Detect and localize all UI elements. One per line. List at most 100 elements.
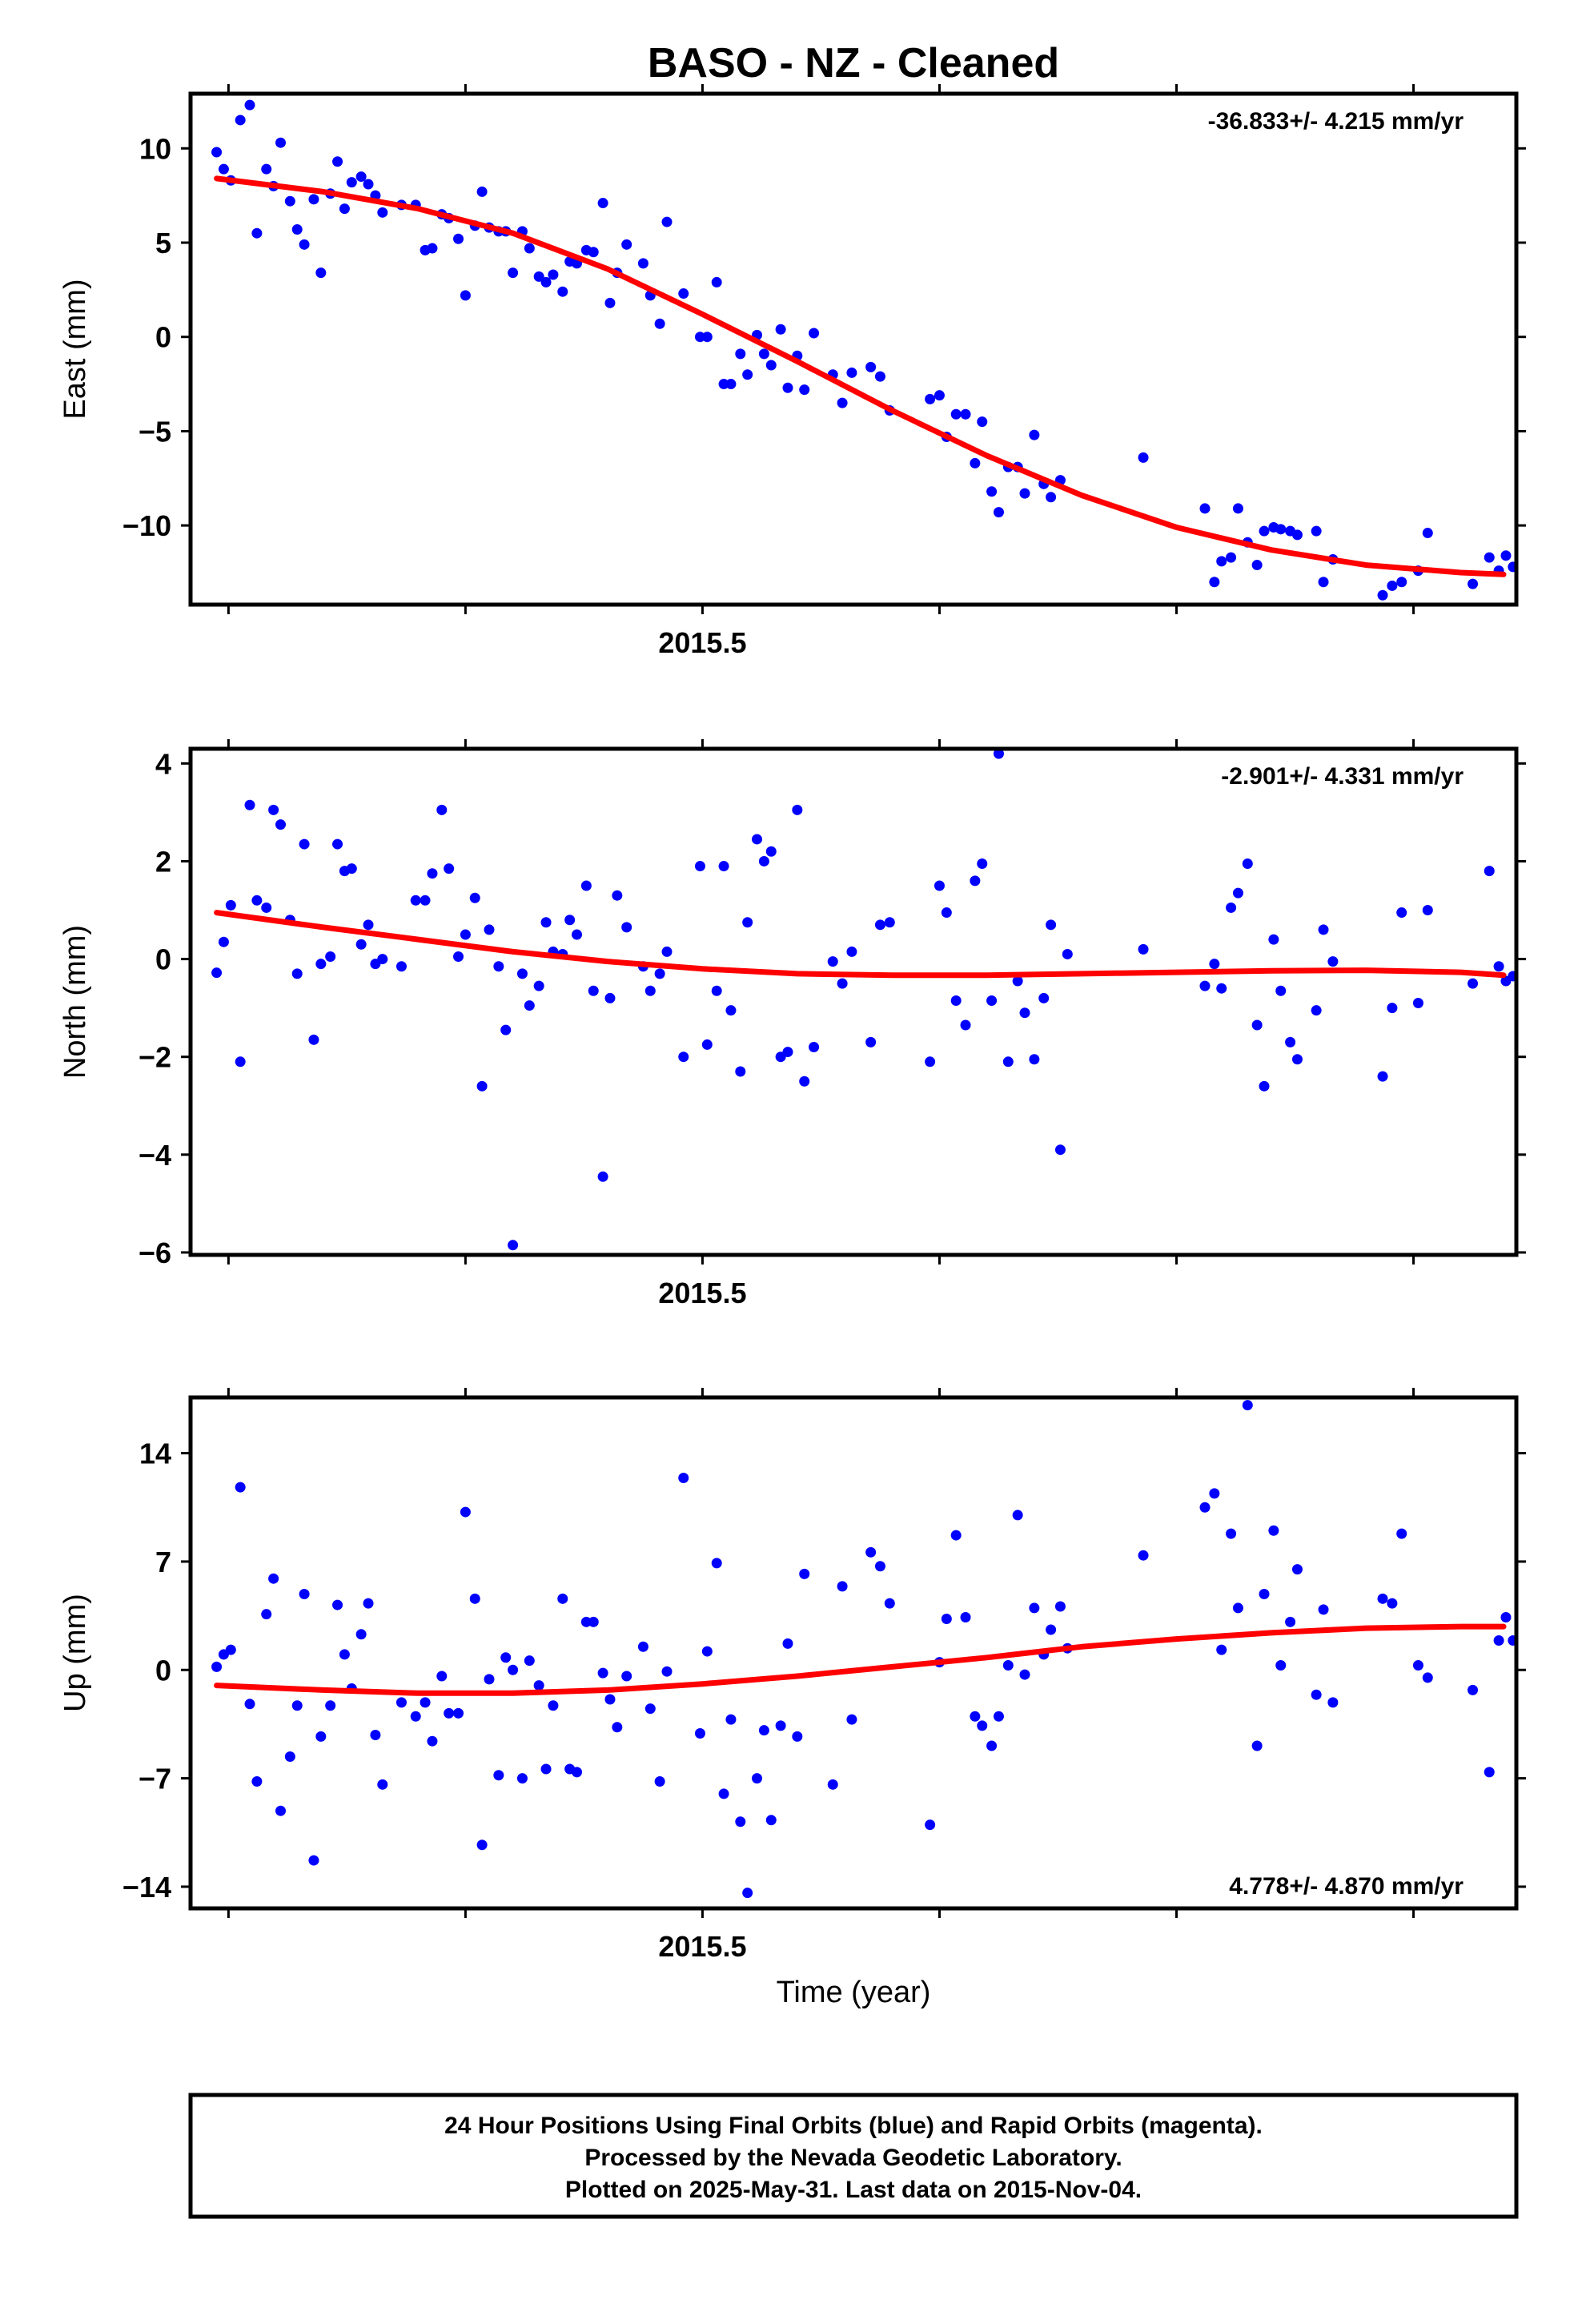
up-data-point xyxy=(460,1506,471,1518)
north-data-point xyxy=(644,985,656,996)
north-data-point xyxy=(377,954,388,965)
north-data-point xyxy=(1216,983,1227,994)
up-data-point xyxy=(444,1707,455,1719)
east-data-point xyxy=(540,276,552,287)
north-data-point xyxy=(604,992,616,1003)
north-y-tick-label: 2 xyxy=(155,845,171,878)
up-data-point xyxy=(1508,1635,1516,1647)
north-data-point xyxy=(941,907,952,919)
east-data-point xyxy=(1377,589,1388,601)
up-y-tick-label: −14 xyxy=(122,1871,171,1904)
east-data-point xyxy=(735,348,746,360)
east-fit-line xyxy=(214,175,1507,577)
up-data-point xyxy=(261,1609,272,1620)
north-data-point xyxy=(1377,1071,1388,1082)
up-data-point xyxy=(572,1767,583,1778)
up-data-point xyxy=(837,1581,848,1592)
north-x-tick-label: 2015.5 xyxy=(658,1277,746,1309)
up-data-point xyxy=(235,1482,246,1493)
up-data-point xyxy=(1138,1550,1149,1561)
up-data-point xyxy=(557,1593,568,1604)
up-data-point xyxy=(1484,1767,1495,1778)
north-data-point xyxy=(1268,934,1279,945)
footer-line-2: Processed by the Nevada Geodetic Laborat… xyxy=(584,2145,1122,2171)
east-data-point xyxy=(678,288,689,300)
east-data-point xyxy=(218,163,229,175)
up-data-point xyxy=(718,1788,729,1799)
footer-box: 24 Hour Positions Using Final Orbits (bl… xyxy=(188,2093,1519,2219)
up-data-point xyxy=(1468,1684,1479,1695)
east-data-point xyxy=(1029,429,1040,440)
north-data-point xyxy=(291,968,303,979)
up-data-point xyxy=(694,1728,705,1739)
north-y-tick-label: 4 xyxy=(155,747,171,780)
up-data-point xyxy=(678,1473,689,1484)
up-data-point xyxy=(1396,1528,1407,1539)
north-data-point xyxy=(275,819,286,830)
north-data-point xyxy=(476,1080,488,1092)
up-data-point xyxy=(1002,1659,1014,1671)
north-data-point xyxy=(874,919,885,931)
east-data-point xyxy=(934,390,945,401)
east-data-point xyxy=(1226,552,1237,563)
east-data-point xyxy=(694,332,705,343)
up-data-point xyxy=(1209,1488,1220,1499)
east-data-point xyxy=(809,328,820,339)
north-data-point xyxy=(621,922,632,933)
east-data-point xyxy=(604,297,616,308)
north-data-point xyxy=(572,929,583,940)
north-data-point xyxy=(711,985,722,996)
east-data-point xyxy=(661,216,673,227)
up-data-point xyxy=(758,1725,769,1736)
east-data-point xyxy=(557,286,568,297)
east-data-point xyxy=(1318,577,1329,588)
east-data-point xyxy=(837,397,848,408)
up-data-point xyxy=(799,1568,810,1579)
east-data-point xyxy=(1199,503,1211,514)
north-data-point xyxy=(410,895,421,906)
up-data-point xyxy=(765,1815,777,1826)
north-data-point xyxy=(1226,902,1237,913)
up-data-point xyxy=(244,1699,255,1710)
north-data-point xyxy=(827,956,838,967)
up-data-point xyxy=(1242,1400,1253,1411)
east-data-point xyxy=(865,361,877,372)
north-data-point xyxy=(735,1066,746,1077)
north-data-point xyxy=(765,846,777,857)
north-data-point xyxy=(268,804,279,815)
up-data-point xyxy=(1493,1635,1504,1647)
east-data-point xyxy=(524,243,535,254)
east-data-point xyxy=(621,239,632,250)
up-data-point xyxy=(1259,1589,1270,1600)
up-data-point xyxy=(1046,1624,1057,1635)
north-y-axis-label: North (mm) xyxy=(58,925,92,1079)
east-x-tick-label: 2015.5 xyxy=(658,626,746,659)
up-data-point xyxy=(1216,1644,1227,1655)
east-y-tick-label: 0 xyxy=(155,321,171,354)
east-data-point xyxy=(1209,577,1220,588)
up-data-point xyxy=(427,1735,438,1747)
north-data-point xyxy=(993,749,1004,759)
east-y-axis-label: East (mm) xyxy=(58,279,92,419)
up-data-point xyxy=(315,1731,327,1742)
up-data-point xyxy=(612,1722,623,1733)
up-data-point xyxy=(275,1805,286,1816)
north-data-point xyxy=(251,895,263,906)
up-data-point xyxy=(792,1731,803,1742)
north-data-point xyxy=(516,968,528,979)
up-data-point xyxy=(355,1629,367,1640)
north-data-point xyxy=(950,995,962,1006)
up-data-point xyxy=(597,1667,608,1679)
north-data-point xyxy=(661,946,673,957)
up-data-point xyxy=(420,1697,431,1708)
north-data-point xyxy=(508,1240,519,1251)
north-data-point xyxy=(977,858,988,869)
up-y-tick-label: 0 xyxy=(155,1654,171,1687)
east-y-tick-label: −10 xyxy=(122,509,171,542)
north-data-point xyxy=(792,804,803,815)
north-data-point xyxy=(1029,1054,1040,1065)
north-data-point xyxy=(925,1056,936,1068)
east-data-point xyxy=(1291,529,1303,541)
up-data-point xyxy=(377,1779,388,1790)
